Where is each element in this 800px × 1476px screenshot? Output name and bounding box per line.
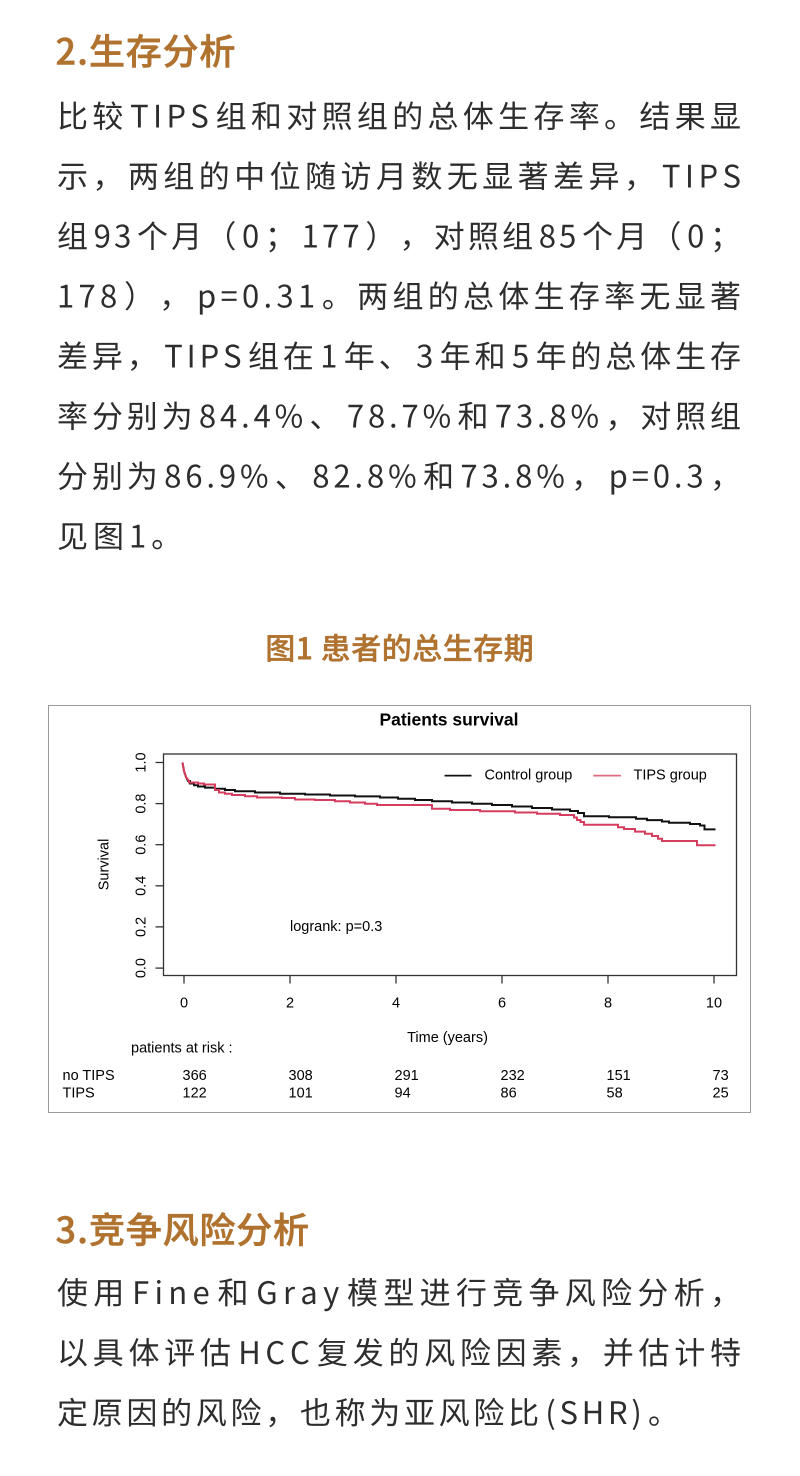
svg-text:6: 6 [498, 996, 506, 1012]
svg-text:TIPS: TIPS [63, 1086, 95, 1102]
svg-text:patients at risk :: patients at risk : [131, 1040, 233, 1056]
svg-text:308: 308 [289, 1068, 313, 1084]
svg-text:2: 2 [286, 996, 294, 1012]
svg-text:8: 8 [604, 996, 612, 1012]
svg-text:25: 25 [713, 1086, 729, 1102]
svg-text:4: 4 [392, 996, 400, 1012]
svg-text:366: 366 [183, 1068, 207, 1084]
svg-text:0.0: 0.0 [134, 958, 150, 978]
svg-text:86: 86 [501, 1086, 517, 1102]
svg-text:73: 73 [713, 1068, 729, 1084]
svg-text:0.2: 0.2 [134, 917, 150, 937]
svg-text:0.8: 0.8 [134, 794, 150, 814]
svg-text:10: 10 [706, 996, 722, 1012]
svg-text:122: 122 [183, 1086, 207, 1102]
svg-text:101: 101 [289, 1086, 313, 1102]
svg-text:94: 94 [395, 1086, 411, 1102]
svg-text:no TIPS: no TIPS [63, 1068, 115, 1084]
svg-text:Survival: Survival [97, 839, 113, 891]
svg-text:232: 232 [501, 1068, 525, 1084]
svg-text:TIPS group: TIPS group [634, 767, 707, 783]
svg-text:151: 151 [607, 1068, 631, 1084]
svg-text:0.4: 0.4 [134, 876, 150, 896]
svg-text:Time (years): Time (years) [407, 1030, 488, 1046]
svg-text:291: 291 [395, 1068, 419, 1084]
svg-text:0.6: 0.6 [134, 835, 150, 855]
svg-text:logrank: p=0.3: logrank: p=0.3 [290, 919, 382, 935]
svg-text:1.0: 1.0 [134, 752, 150, 772]
svg-text:Patients survival: Patients survival [379, 710, 518, 730]
svg-text:58: 58 [607, 1086, 623, 1102]
svg-text:0: 0 [180, 996, 188, 1012]
svg-text:Control group: Control group [485, 767, 573, 783]
